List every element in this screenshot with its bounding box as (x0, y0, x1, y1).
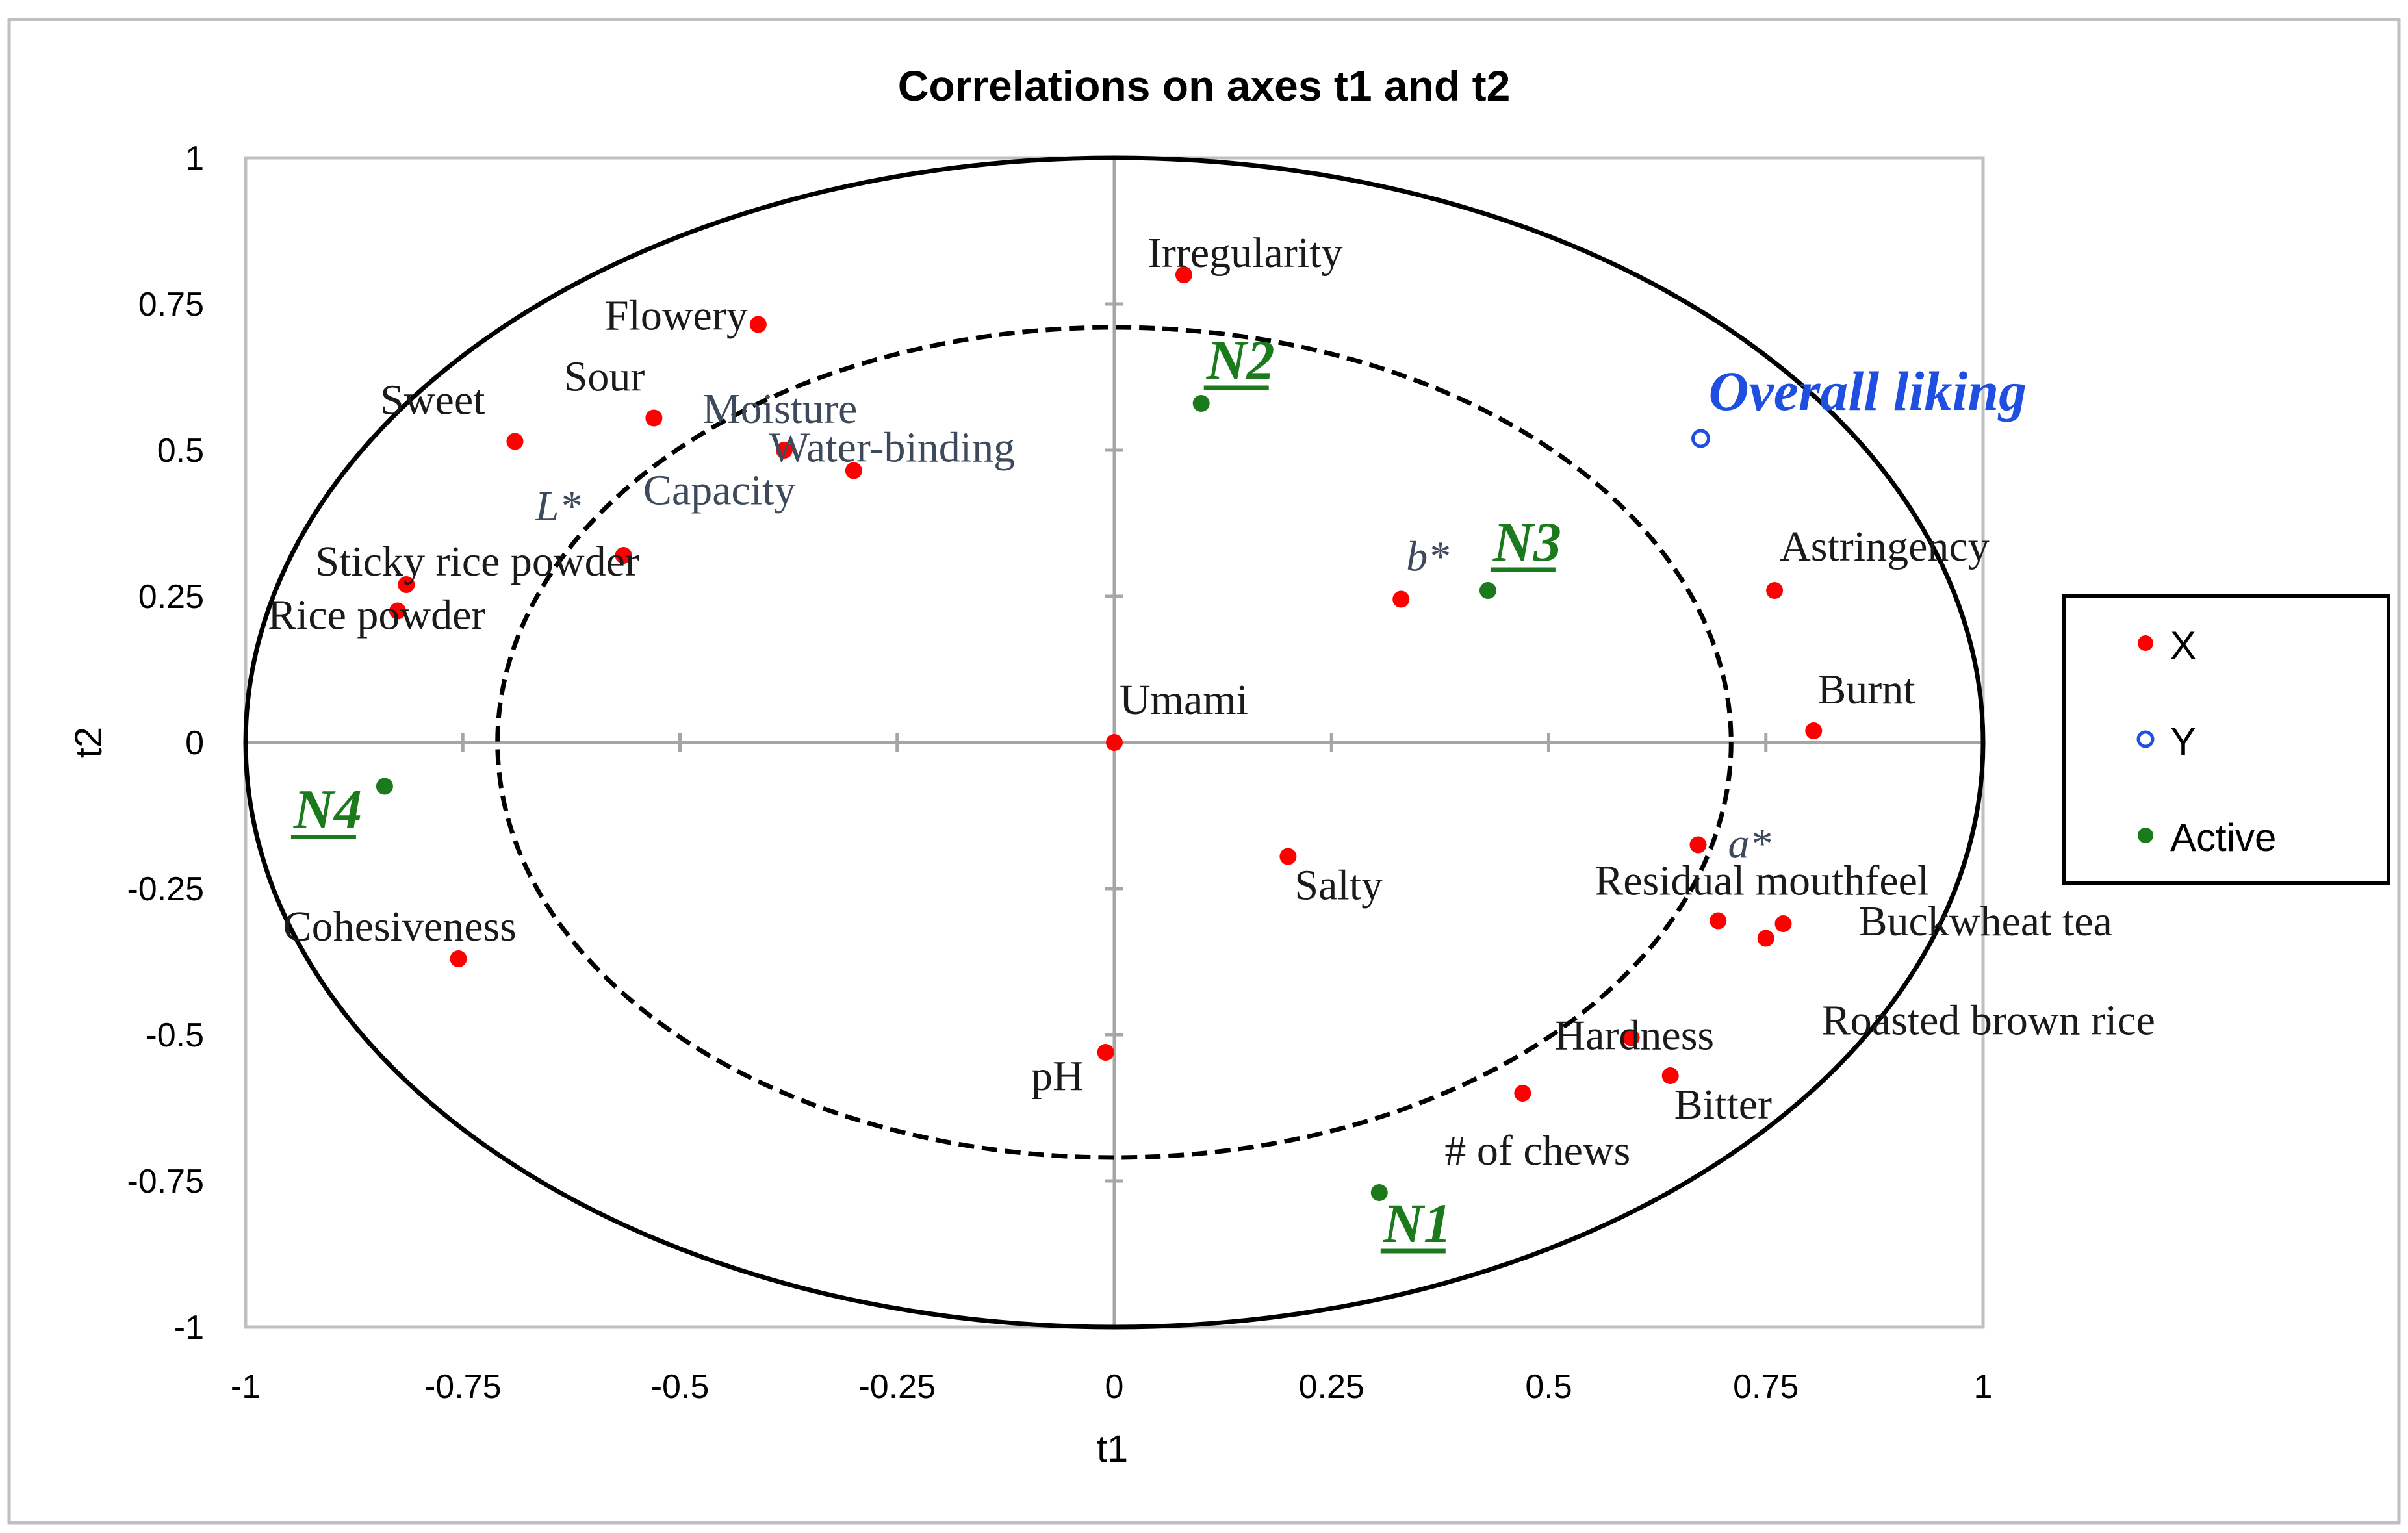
label-water-binding-capacity: Water-binding Capacity (643, 424, 1015, 514)
x-tick-label: 0.5 (1525, 1368, 1572, 1406)
point-buckwheat-tea (1774, 915, 1792, 932)
label-bitter: Bitter (1674, 1081, 1772, 1128)
point-overall-liking (1691, 429, 1710, 448)
label-flowery: Flowery (605, 292, 748, 340)
point-b (1392, 590, 1410, 608)
point-hardness (1622, 1029, 1640, 1046)
point-moisture (775, 442, 793, 459)
correlation-circles (243, 155, 1986, 1330)
label-burnt: Burnt (1817, 666, 1915, 713)
inner-circle (495, 325, 1734, 1160)
point-sweet (506, 433, 524, 450)
label-l: L* (535, 483, 581, 530)
label-line: Water-binding (769, 424, 1015, 472)
legend: X Y Active (2062, 594, 2390, 885)
label-line: Capacity (643, 467, 796, 514)
legend-marker-active (2138, 828, 2153, 843)
point-astringency (1766, 582, 1784, 599)
legend-marker-y (2136, 730, 2155, 748)
data-points (376, 266, 1823, 1201)
x-tick-label: -0.75 (424, 1368, 502, 1406)
point-water-binding-capacity (845, 462, 862, 479)
point-n3 (1479, 582, 1496, 599)
label-b: b* (1406, 533, 1449, 581)
point-salty (1279, 848, 1297, 865)
label-n4: N4 (293, 778, 362, 841)
x-axis-label: t1 (1097, 1428, 1128, 1470)
label-salty: Salty (1294, 862, 1383, 909)
point-rice-powder (389, 602, 406, 620)
y-tick-label: -1 (174, 1309, 204, 1347)
label-residual-mouthfeel: Residual mouthfeel (1595, 857, 1929, 905)
x-tick-label: -1 (231, 1368, 261, 1406)
label-n2: N2 (1206, 329, 1275, 391)
label-umami: Umami (1120, 676, 1248, 724)
label-irregularity: Irregularity (1147, 229, 1343, 277)
point-a (1689, 836, 1707, 854)
point-irregularity (1175, 266, 1192, 283)
legend-label-active: Active (2170, 816, 2276, 859)
label-rice-powder: Rice powder (268, 592, 485, 639)
legend-marker-x (2138, 635, 2153, 651)
y-tick-label: 0.75 (138, 286, 204, 323)
point-n1 (1370, 1184, 1388, 1201)
label-overall-liking: Overall liking (1708, 360, 2027, 422)
y-tick-label: 0 (185, 724, 204, 762)
y-axis-label: t2 (68, 727, 110, 758)
point-roasted-brown-rice (1757, 930, 1774, 947)
x-tick-label: -0.25 (858, 1368, 936, 1406)
y-tick-label: -0.5 (146, 1017, 204, 1054)
x-tick-labels: -1 -0.75 -0.5 -0.25 0 0.25 0.5 0.75 1 (231, 1368, 1993, 1406)
x-tick-label: 0.75 (1733, 1368, 1799, 1406)
y-tick-labels: -1 -0.75 -0.5 -0.25 0 0.25 0.5 0.75 1 (127, 140, 204, 1347)
label-a: a* (1728, 820, 1771, 868)
label-moisture: Moisture (702, 385, 857, 433)
legend-label-y: Y (2170, 720, 2196, 763)
chart-title: Correlations on axes t1 and t2 (898, 62, 1511, 110)
point-residual-mouthfeel (1710, 912, 1727, 930)
point-n2 (1192, 395, 1210, 412)
outer-circle (243, 155, 1986, 1330)
label-roasted-brown-rice: Roasted brown rice (1822, 997, 2155, 1045)
label-cohesiveness: Cohesiveness (283, 903, 517, 950)
legend-label-x: X (2170, 624, 2196, 667)
label-n3: N3 (1492, 511, 1561, 573)
y-tick-label: -0.25 (127, 870, 204, 908)
point-sticky-rice-powder (398, 576, 415, 593)
y-tick-label: 1 (185, 140, 204, 177)
y-tick-label: 0.5 (157, 432, 204, 470)
x-tick-label: -0.5 (651, 1368, 710, 1406)
point-sour (645, 409, 663, 427)
x-tick-label: 0.25 (1299, 1368, 1364, 1406)
legend-box (2062, 594, 2390, 885)
y-tick-label: -0.75 (127, 1163, 204, 1200)
x-tick-label: 0 (1105, 1368, 1124, 1406)
point-flowery (749, 316, 767, 333)
point-burnt (1805, 722, 1823, 739)
label-buckwheat-tea: Buckwheat tea (1858, 898, 2112, 945)
label-ph: pH (1031, 1052, 1084, 1100)
label-astringency: Astringency (1780, 523, 1990, 570)
label-sweet: Sweet (380, 377, 485, 424)
point-labels: Irregularity Flowery Sour Sweet MoistureWate… (268, 229, 2155, 1254)
label-of-chews: # of chews (1444, 1127, 1630, 1174)
label-n1: N1 (1383, 1192, 1452, 1254)
point-l (615, 547, 632, 564)
point-of-chews (1514, 1085, 1531, 1102)
point-umami (1106, 734, 1123, 751)
x-tick-label: 1 (1974, 1368, 1993, 1406)
point-ph (1097, 1044, 1114, 1061)
label-hardness: Hardness (1555, 1012, 1715, 1059)
point-n4 (376, 778, 393, 795)
chart-outer-border (7, 18, 2401, 1525)
label-sticky-rice-powder: Sticky rice powder (315, 538, 639, 585)
label-sour: Sour (564, 353, 645, 401)
point-cohesiveness (450, 950, 467, 967)
y-tick-label: 0.25 (138, 578, 204, 616)
point-bitter (1661, 1067, 1679, 1084)
